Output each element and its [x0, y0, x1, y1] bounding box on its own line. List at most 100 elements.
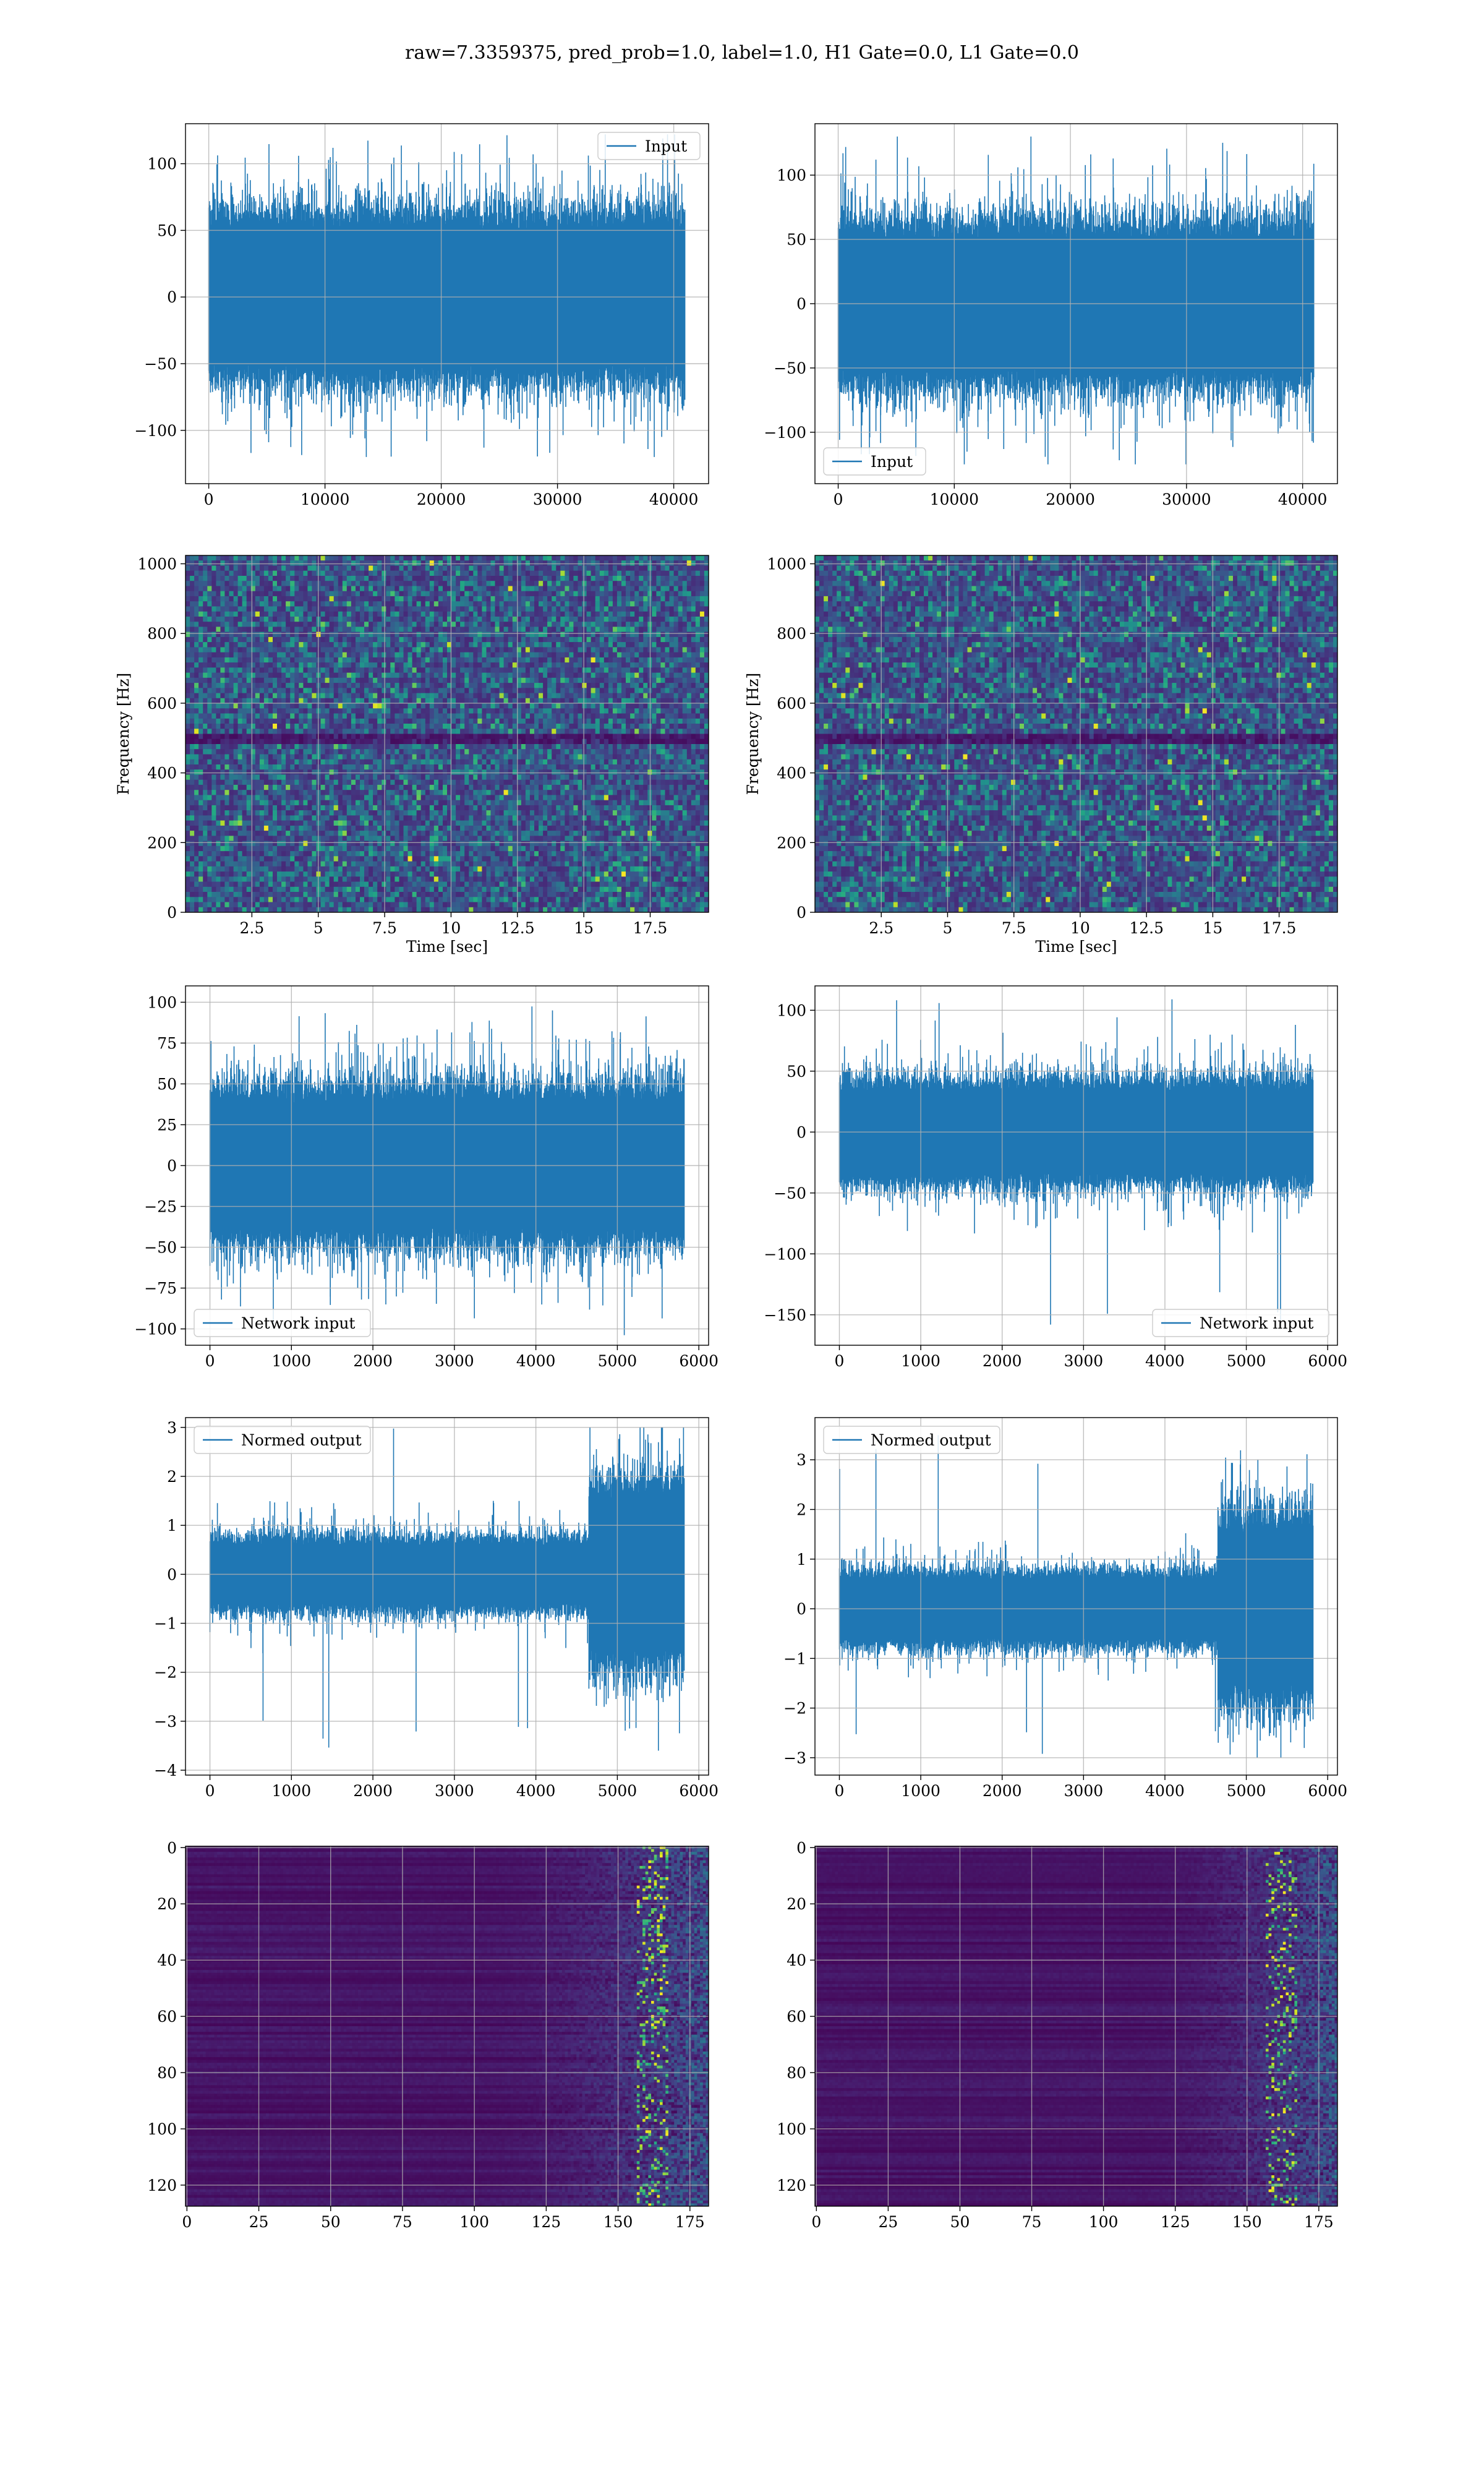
x-tick-label: 25 — [878, 2213, 898, 2231]
y-tick-label: 120 — [777, 2177, 806, 2194]
chart-normed-output-l1: 0 1000 2000 3000 4000 5000 6000−3−2−10123Norme… — [783, 1418, 1347, 1800]
series-line — [840, 1436, 1313, 1758]
x-tick-label: 125 — [532, 2213, 561, 2231]
x-tick-label: 2000 — [983, 1782, 1022, 1800]
y-tick-label: 60 — [157, 2008, 177, 2026]
x-tick-label: 4000 — [516, 1352, 556, 1370]
x-tick-label: 1000 — [271, 1782, 311, 1800]
legend: Network input — [194, 1309, 370, 1337]
y-tick-label: 0 — [167, 1157, 177, 1175]
spectrogram-cells — [186, 555, 709, 913]
y-tick-label: 1000 — [137, 555, 177, 573]
x-tick-label: 3000 — [435, 1352, 474, 1370]
y-tick-label: 100 — [777, 2120, 806, 2138]
x-tick-label: 1000 — [901, 1782, 940, 1800]
y-axis-label: Frequency [Hz] — [114, 673, 132, 795]
x-tick-label: 4000 — [1145, 1352, 1185, 1370]
legend-label: Normed output — [241, 1431, 362, 1449]
grid-lines — [186, 986, 709, 1345]
x-tick-label: 0 — [835, 1782, 845, 1800]
x-tick-label: 7.5 — [372, 919, 397, 937]
plot-area — [209, 134, 685, 457]
legend: Input — [598, 132, 700, 160]
x-tick-label: 5 — [313, 919, 323, 937]
x-tick-label: 2000 — [353, 1352, 393, 1370]
x-axis-label: Time [sec] — [1035, 938, 1117, 956]
x-tick-label: 2.5 — [239, 919, 264, 937]
legend-label: Network input — [1200, 1314, 1313, 1332]
series-line — [838, 137, 1314, 464]
x-tick-label: 3000 — [1064, 1782, 1104, 1800]
x-tick-label: 20000 — [417, 490, 466, 508]
y-tick-label: 0 — [796, 1600, 806, 1618]
y-tick-label: 1000 — [767, 555, 806, 573]
x-tick-label: 50 — [950, 2213, 970, 2231]
y-tick-label: −50 — [144, 355, 177, 373]
chart-spectrogram-h1: 2.5 5 7.5 10 12.5 15 17.502004006008001000Time… — [114, 555, 709, 956]
y-tick-label: −3 — [154, 1713, 177, 1731]
chart-normed-output-h1: 0 1000 2000 3000 4000 5000 6000−4−3−2−10123Nor… — [154, 1418, 719, 1800]
spectrogram-cells — [815, 555, 1338, 913]
x-tick-label: 17.5 — [1262, 919, 1297, 937]
y-tick-label: 1 — [167, 1517, 177, 1534]
chart-network-input-l1: 0 1000 2000 3000 4000 5000 6000−150−100−500501… — [764, 986, 1347, 1370]
legend-label: Input — [645, 137, 687, 155]
y-tick-label: −50 — [774, 1184, 806, 1202]
y-tick-label: 3 — [167, 1419, 177, 1437]
feature-map-cells — [815, 1846, 1337, 2206]
y-tick-label: −4 — [154, 1761, 177, 1779]
y-tick-label: 50 — [157, 1075, 177, 1093]
x-tick-label: 175 — [675, 2213, 705, 2231]
y-tick-label: 50 — [787, 231, 806, 249]
x-tick-label: 5 — [943, 919, 953, 937]
y-tick-label: −50 — [144, 1239, 177, 1257]
y-tick-label: 100 — [147, 2120, 177, 2138]
x-tick-label: 50 — [321, 2213, 341, 2231]
x-tick-label: 150 — [603, 2213, 633, 2231]
x-tick-label: 0 — [835, 1352, 845, 1370]
x-tick-label: 4000 — [1145, 1782, 1185, 1800]
legend: Network input — [1153, 1309, 1329, 1337]
y-tick-label: 600 — [147, 695, 177, 713]
y-tick-label: 200 — [777, 834, 806, 852]
series-line — [210, 1427, 684, 1751]
x-tick-label: 5000 — [1227, 1352, 1266, 1370]
x-tick-label: 125 — [1161, 2213, 1190, 2231]
series-line — [209, 134, 685, 457]
x-tick-label: 100 — [1089, 2213, 1119, 2231]
y-tick-label: 800 — [147, 625, 177, 643]
x-tick-label: 2.5 — [869, 919, 893, 937]
plot-area — [186, 555, 709, 913]
x-tick-label: 7.5 — [1002, 919, 1026, 937]
x-tick-label: 10000 — [930, 490, 979, 508]
y-tick-label: 40 — [787, 1951, 806, 1969]
chart-spectrogram-l1: 2.5 5 7.5 10 12.5 15 17.502004006008001000Time… — [744, 555, 1338, 956]
series-line — [210, 1006, 684, 1335]
plot-area — [210, 1427, 684, 1751]
y-tick-label: 400 — [777, 764, 806, 782]
plot-area — [815, 1846, 1337, 2206]
y-tick-label: 0 — [796, 1123, 806, 1141]
x-tick-label: 175 — [1304, 2213, 1334, 2231]
y-tick-label: 50 — [787, 1063, 806, 1081]
y-tick-label: 0 — [167, 1565, 177, 1583]
y-tick-label: 1 — [796, 1551, 806, 1569]
x-tick-label: 75 — [1022, 2213, 1042, 2231]
x-tick-label: 150 — [1232, 2213, 1262, 2231]
y-tick-label: 25 — [157, 1116, 177, 1134]
x-axis-label: Time [sec] — [406, 938, 488, 956]
x-tick-label: 6000 — [1308, 1782, 1347, 1800]
y-tick-label: 3 — [796, 1451, 806, 1469]
y-tick-label: 0 — [167, 904, 177, 922]
plot-area — [210, 1006, 684, 1335]
x-tick-label: 0 — [205, 1782, 215, 1800]
x-tick-label: 5000 — [598, 1352, 638, 1370]
y-tick-label: −50 — [774, 359, 806, 377]
x-tick-label: 75 — [393, 2213, 412, 2231]
y-tick-label: 40 — [157, 1951, 177, 1969]
y-tick-label: 50 — [157, 221, 177, 239]
x-tick-label: 0 — [834, 490, 843, 508]
